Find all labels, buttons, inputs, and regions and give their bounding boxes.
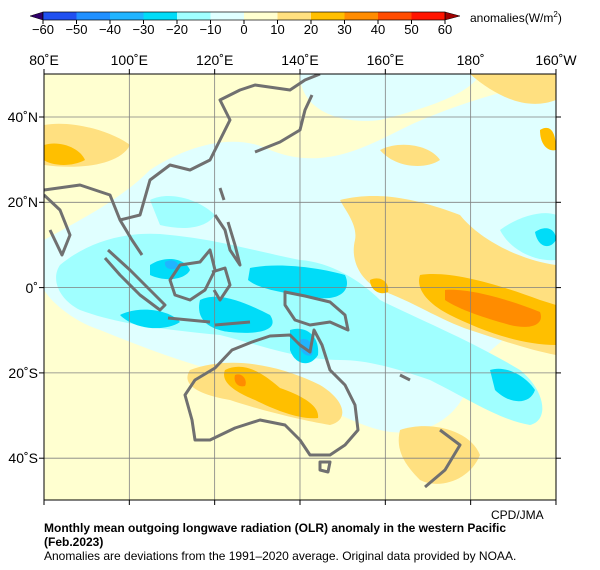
colorbar-under-arrow xyxy=(29,11,44,21)
longitude-label: 140˚E xyxy=(281,52,319,68)
colorbar-over-arrow xyxy=(444,11,461,21)
colorbar-segment xyxy=(277,12,311,20)
longitude-label: 180˚ xyxy=(456,52,485,68)
latitude-label: 40˚S xyxy=(8,450,38,467)
longitude-label: 160˚E xyxy=(366,52,404,68)
latitude-label: 20˚S xyxy=(8,364,38,381)
colorbar-tick-label: −10 xyxy=(199,22,222,37)
caption-note: Anomalies are deviations from the 1991–2… xyxy=(44,549,517,563)
longitude-label: 120˚E xyxy=(195,52,234,68)
colorbar-segment xyxy=(76,12,110,20)
colorbar-segment xyxy=(344,12,378,20)
colorbar xyxy=(29,11,461,24)
anomaly-field xyxy=(44,74,556,500)
colorbar-segment xyxy=(143,12,177,20)
colorbar-tick-label: −30 xyxy=(132,22,155,37)
colorbar-tick-label: 20 xyxy=(303,22,319,37)
colorbar-tick-label: −20 xyxy=(165,22,189,37)
colorbar-tick-label: 0 xyxy=(240,22,248,37)
colorbar-segment xyxy=(110,12,144,20)
colorbar-segment xyxy=(210,12,244,20)
colorbar-segment xyxy=(43,12,77,20)
coastlines xyxy=(44,74,462,489)
anomaly-region-pos20 xyxy=(44,143,85,165)
colorbar-tick-label: −50 xyxy=(65,22,88,37)
latitude-label: 40˚N xyxy=(7,109,38,125)
caption-period: (Feb.2023) xyxy=(44,535,104,549)
credit-label: CPD/JMA xyxy=(491,508,544,522)
colorbar-tick-label: 10 xyxy=(270,22,285,37)
colorbar-unit-label: anomalies(W/m2) xyxy=(470,10,562,25)
colorbar-segment xyxy=(311,12,345,20)
longitude-label: 100˚E xyxy=(110,52,148,68)
colorbar-segment xyxy=(244,12,278,20)
anomaly-region-pos30 xyxy=(445,289,541,327)
colorbar-tick-label: 60 xyxy=(437,22,453,37)
colorbar-segment xyxy=(411,12,445,20)
colorbar-tick-label: −40 xyxy=(98,22,122,37)
colorbar-segment xyxy=(177,12,211,20)
latitude-label: 0˚ xyxy=(25,279,38,296)
colorbar-tick-label: −60 xyxy=(31,22,55,37)
colorbar-tick-label: 50 xyxy=(404,22,419,37)
colorbar-tick-label: 40 xyxy=(370,22,386,37)
colorbar-segment xyxy=(378,12,412,20)
colorbar-tick-label: 30 xyxy=(337,22,352,37)
caption-title: Monthly mean outgoing longwave radiation… xyxy=(44,521,507,535)
longitude-label: 80˚E xyxy=(29,52,59,68)
longitude-label: 160˚W xyxy=(535,52,577,68)
latitude-label: 20˚N xyxy=(7,194,38,211)
